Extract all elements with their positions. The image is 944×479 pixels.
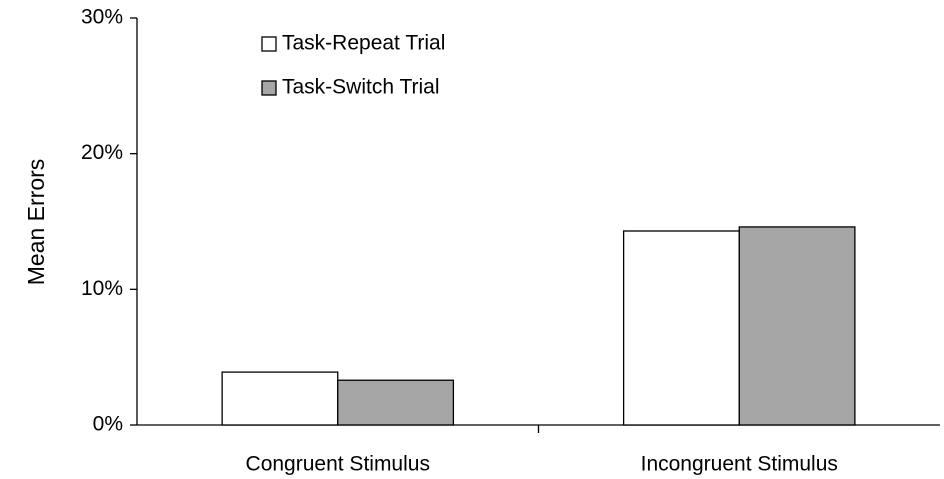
- y-tick-label: 20%: [81, 141, 123, 164]
- bar: [622, 230, 740, 426]
- x-tick-label: Congruent Stimulus: [246, 453, 430, 476]
- y-tick-label: 10%: [81, 277, 123, 300]
- bar: [337, 379, 455, 426]
- y-tick-label: 30%: [81, 6, 123, 29]
- y-axis-label: Mean Errors: [23, 159, 49, 286]
- y-tick-label: 0%: [93, 413, 123, 436]
- bar: [221, 371, 339, 426]
- bar: [738, 226, 856, 426]
- legend-swatch: [261, 36, 277, 52]
- x-tick-label: Incongruent Stimulus: [641, 453, 838, 476]
- legend-label: Task-Switch Trial: [282, 76, 440, 99]
- legend-label: Task-Repeat Trial: [282, 32, 445, 55]
- legend-swatch: [261, 80, 277, 96]
